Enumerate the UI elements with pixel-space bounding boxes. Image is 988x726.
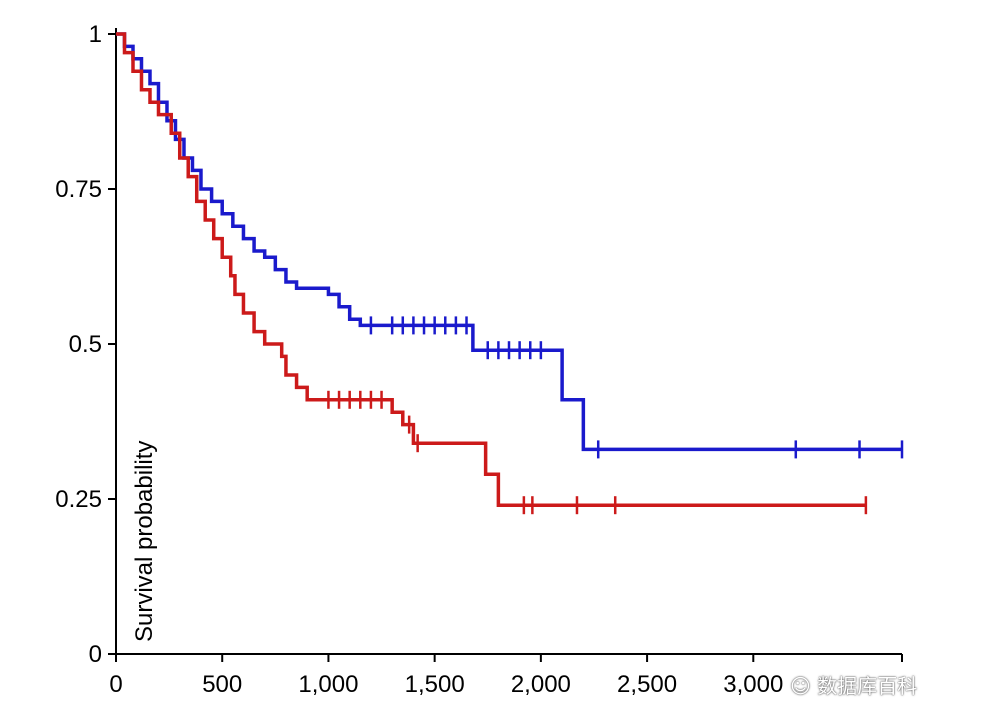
series-line-red bbox=[116, 32, 866, 507]
x-tick-label: 0 bbox=[109, 671, 122, 698]
y-tick-label: 0.5 bbox=[69, 331, 102, 358]
x-tick-label: 500 bbox=[202, 671, 242, 698]
x-tick-label: 1,500 bbox=[405, 671, 465, 698]
y-tick-label: 0.75 bbox=[55, 176, 102, 203]
y-tick-label: 1 bbox=[89, 21, 102, 48]
y-tick-label: 0.25 bbox=[55, 486, 102, 513]
x-tick-label: 2,500 bbox=[617, 671, 677, 698]
x-tick-label: 3,000 bbox=[723, 671, 783, 698]
y-tick-label: 0 bbox=[89, 641, 102, 668]
x-tick-label: 2,000 bbox=[511, 671, 571, 698]
axes: 0 0.25 0.5 0.75 1 0 500 1,000 1,500 2,000 2,500 3,0… bbox=[55, 21, 903, 698]
y-axis-label: Survival probability bbox=[131, 441, 158, 642]
series-line-blue bbox=[116, 32, 902, 452]
wechat-icon: ☺ bbox=[790, 674, 811, 698]
watermark: ☺ 数据库百科 bbox=[790, 670, 917, 699]
watermark-text: 数据库百科 bbox=[817, 674, 918, 698]
x-tick-label: 1,000 bbox=[298, 671, 358, 698]
curves bbox=[116, 32, 904, 515]
